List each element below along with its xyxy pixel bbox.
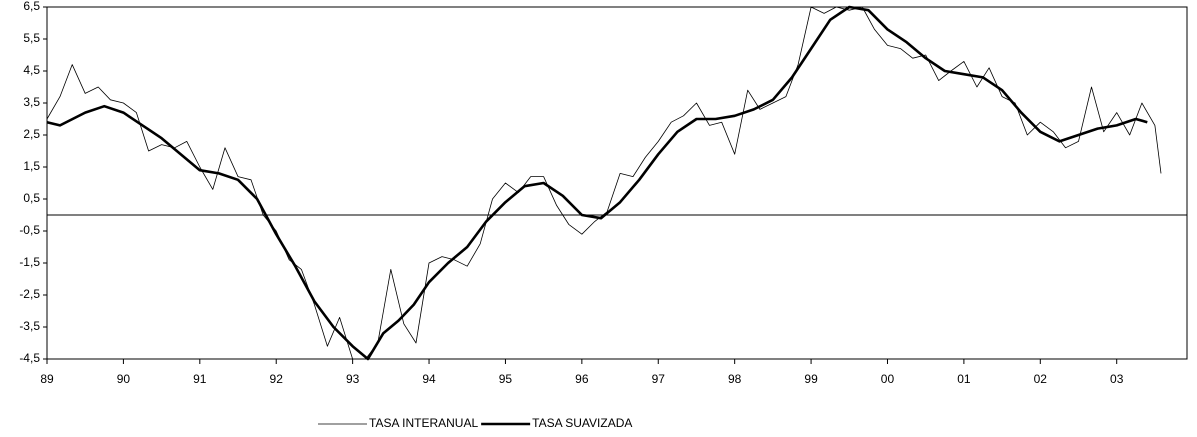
x-tick-label: 93 <box>346 372 360 386</box>
x-tick-label: 98 <box>728 372 742 386</box>
y-tick-label: -3,5 <box>19 319 40 333</box>
x-tick-label: 90 <box>117 372 131 386</box>
y-tick-label: 3,5 <box>23 95 40 109</box>
y-tick-label: 4,5 <box>23 63 40 77</box>
y-tick-label: 6,5 <box>23 0 40 13</box>
series-line <box>46 5 1148 361</box>
y-tick-label: -4,5 <box>19 351 40 365</box>
x-tick-label: 91 <box>193 372 207 386</box>
y-tick-label: 1,5 <box>23 159 40 173</box>
y-tick-label: -1,5 <box>19 255 40 269</box>
x-tick-label: 95 <box>499 372 513 386</box>
x-tick-label: 00 <box>881 372 895 386</box>
y-tick-label: 5,5 <box>23 31 40 45</box>
y-tick-label: 2,5 <box>23 127 40 141</box>
x-tick-label: 99 <box>804 372 818 386</box>
x-tick-label: 03 <box>1110 372 1124 386</box>
y-tick-label: 0,5 <box>23 191 40 205</box>
y-tick-label: -0,5 <box>19 223 40 237</box>
x-tick-label: 97 <box>652 372 666 386</box>
legend-label: TASA SUAVIZADA <box>532 416 632 430</box>
plot-frame <box>46 6 1188 360</box>
x-tick-label: 96 <box>575 372 589 386</box>
x-tick-label: 02 <box>1034 372 1048 386</box>
legend: TASA INTERANUAL TASA SUAVIZADA <box>318 416 632 430</box>
y-tick-label: -2,5 <box>19 287 40 301</box>
x-tick-label: 01 <box>957 372 971 386</box>
legend-label: TASA INTERANUAL <box>369 416 478 430</box>
x-tick-label: 94 <box>422 372 436 386</box>
x-tick-label: 92 <box>270 372 284 386</box>
x-tick-label: 89 <box>40 372 54 386</box>
